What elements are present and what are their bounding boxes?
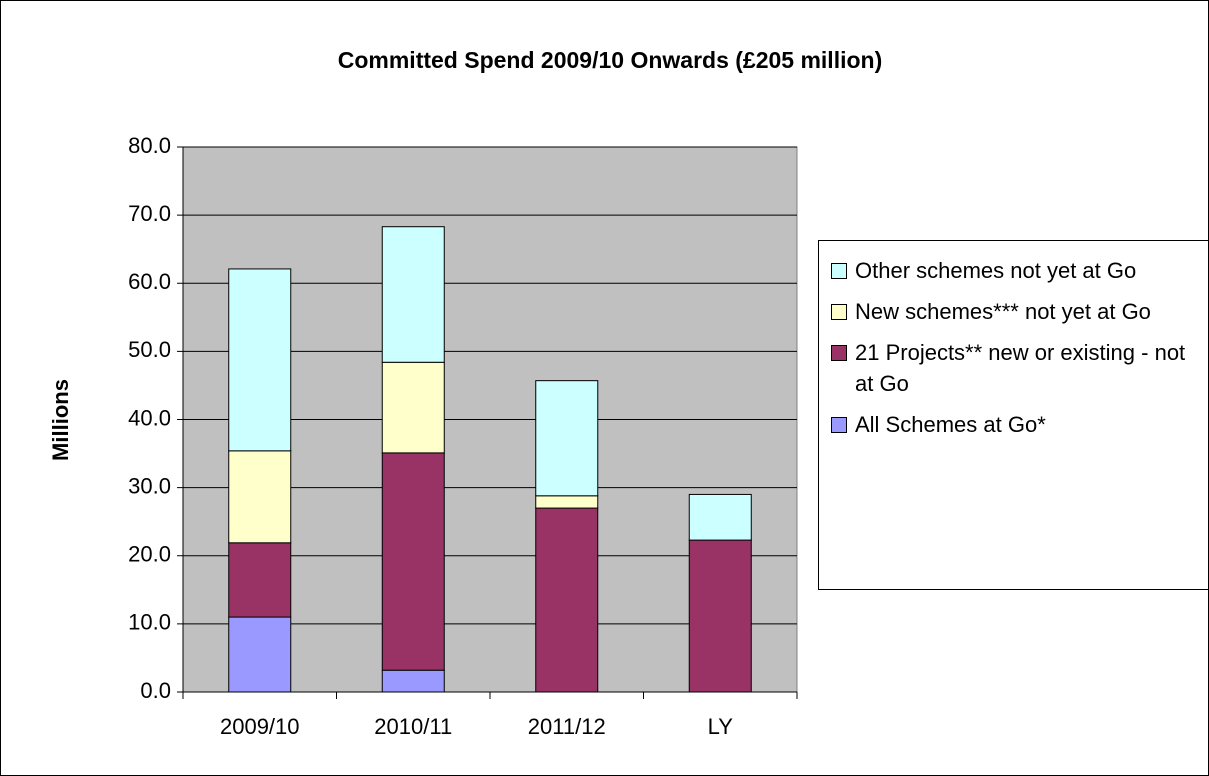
y-tick-label: 40.0 bbox=[128, 405, 171, 430]
y-axis-label: Millions bbox=[48, 379, 73, 461]
y-tick-label: 10.0 bbox=[128, 610, 171, 635]
legend-swatch bbox=[831, 345, 847, 361]
x-tick-label: 2011/12 bbox=[528, 714, 606, 739]
bar-segment bbox=[688, 539, 752, 693]
bar-segment bbox=[381, 669, 445, 693]
legend-item: All Schemes at Go* bbox=[831, 409, 1200, 440]
x-tick-label: 2010/11 bbox=[374, 714, 452, 739]
legend-swatch bbox=[831, 304, 847, 320]
y-tick-label: 0.0 bbox=[140, 678, 171, 703]
y-tick-label: 60.0 bbox=[128, 269, 171, 294]
bar-segment bbox=[228, 616, 292, 693]
bar-segment bbox=[688, 493, 752, 541]
legend-label: New schemes*** not yet at Go bbox=[855, 299, 1151, 324]
y-tick-label: 30.0 bbox=[128, 473, 171, 498]
legend-swatch bbox=[831, 417, 847, 433]
legend-label: Other schemes not yet at Go bbox=[855, 258, 1137, 283]
x-tick-label: LY bbox=[708, 714, 734, 739]
legend: Other schemes not yet at Go New schemes**… bbox=[818, 240, 1209, 590]
bar-segment bbox=[381, 452, 445, 671]
legend-swatch bbox=[831, 263, 847, 279]
y-tick-label: 80.0 bbox=[128, 133, 171, 158]
legend-label: All Schemes at Go* bbox=[855, 412, 1046, 437]
bar-segment bbox=[228, 268, 292, 452]
legend-label: 21 Projects** new or existing - not at G… bbox=[855, 340, 1186, 396]
bar-segment bbox=[535, 495, 599, 509]
bar-segment bbox=[381, 361, 445, 454]
chart-title: Committed Spend 2009/10 Onwards (£205 mi… bbox=[338, 47, 883, 73]
bar-segment bbox=[228, 450, 292, 544]
y-tick-label: 70.0 bbox=[128, 201, 171, 226]
legend-item: 21 Projects** new or existing - not at G… bbox=[831, 337, 1200, 399]
y-tick-label: 20.0 bbox=[128, 542, 171, 567]
x-tick-label: 2009/10 bbox=[220, 714, 300, 739]
legend-item: New schemes*** not yet at Go bbox=[831, 296, 1200, 327]
bar-segment bbox=[535, 507, 599, 693]
y-tick-label: 50.0 bbox=[128, 337, 171, 362]
bar-segment bbox=[381, 226, 445, 363]
legend-item: Other schemes not yet at Go bbox=[831, 255, 1200, 286]
bar-segment bbox=[228, 542, 292, 618]
bar-segment bbox=[535, 380, 599, 497]
